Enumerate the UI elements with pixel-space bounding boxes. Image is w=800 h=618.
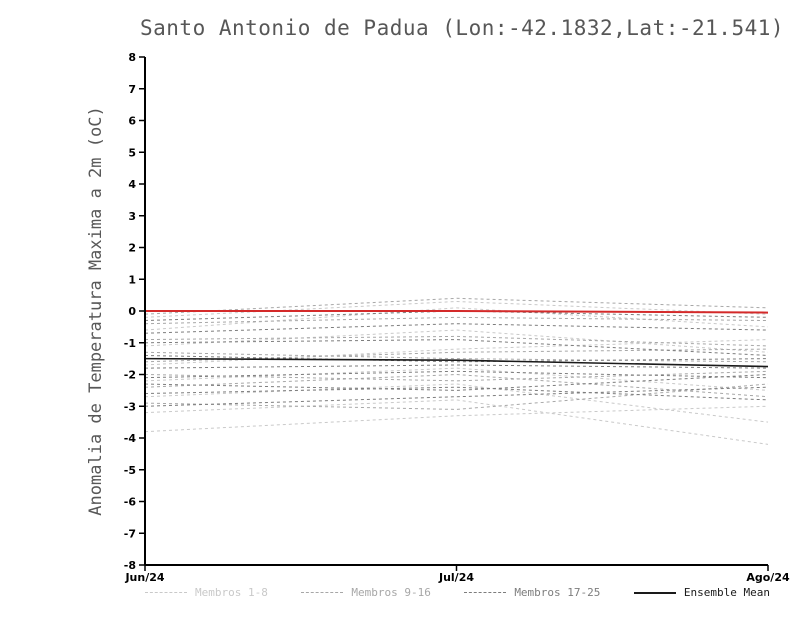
- y-tick-label: 7: [128, 83, 136, 96]
- y-tick-label: 0: [128, 305, 136, 318]
- legend-label: Membros 1-8: [195, 586, 268, 599]
- legend-item-ensemble-mean: Ensemble Mean: [633, 586, 770, 599]
- dashed-line-swatch: [464, 592, 507, 593]
- y-tick-label: -6: [124, 496, 137, 509]
- series-line-reference_zero_line: [145, 310, 769, 314]
- y-tick-label: -3: [124, 400, 136, 413]
- y-tick-label: 8: [128, 51, 136, 64]
- legend-label: Ensemble Mean: [683, 586, 770, 599]
- series-line-m8: [144, 405, 769, 433]
- y-tick-label: 1: [128, 273, 136, 286]
- series-line-m7: [144, 399, 769, 445]
- dashed-line-swatch: [145, 592, 187, 593]
- x-tick-label: Jun/24: [124, 571, 164, 584]
- series-line-m17: [144, 310, 769, 322]
- series-line-m12: [144, 351, 769, 363]
- series-line-m2: [144, 307, 769, 331]
- legend-item-membros-17-25: Membros 17-25: [464, 586, 600, 599]
- series-line-m25: [144, 386, 769, 407]
- series-line-m18: [144, 323, 769, 334]
- y-tick-label: -1: [124, 337, 136, 350]
- legend-label: Membros 17-25: [514, 586, 601, 599]
- y-tick-label: -8: [124, 559, 136, 572]
- y-tick-label: -7: [124, 527, 136, 540]
- series-line-m23: [144, 374, 769, 391]
- series-line-m9: [144, 297, 769, 315]
- legend-label: Membros 9-16: [351, 586, 431, 599]
- legend-item-membros-1-8: Membros 1-8: [145, 586, 268, 599]
- y-tick-label: -5: [124, 464, 136, 477]
- series-line-m6: [144, 383, 769, 423]
- y-tick-label: 2: [128, 242, 136, 255]
- legend-item-membros-9-16: Membros 9-16: [301, 586, 431, 599]
- legend: Membros 1-8 Membros 9-16 Membros 17-25 E…: [145, 586, 770, 599]
- series-line-m1: [144, 300, 769, 318]
- y-tick-label: 5: [128, 146, 136, 159]
- series-line-m3: [144, 329, 769, 353]
- chart-title: Santo Antonio de Padua (Lon:-42.1832,Lat…: [140, 16, 785, 40]
- series-line-m11: [144, 335, 769, 347]
- series-line-m16: [144, 383, 769, 410]
- series-line-m21: [144, 364, 769, 369]
- series-line-m24: [144, 386, 769, 401]
- series-line-m19: [144, 339, 769, 356]
- x-tick-label: Ago/24: [746, 571, 790, 584]
- series-line-m14: [144, 370, 769, 382]
- y-tick-label: -2: [124, 369, 136, 382]
- series-line-m10: [144, 316, 769, 325]
- series-line-m20: [144, 354, 769, 363]
- x-tick-label: Jul/24: [438, 571, 474, 584]
- series-line-m22: [144, 370, 769, 379]
- y-tick-label: 6: [128, 115, 136, 128]
- y-tick-label: -4: [124, 432, 137, 445]
- solid-line-swatch: [633, 591, 676, 594]
- dashed-line-swatch: [301, 592, 344, 593]
- y-tick-label: 3: [128, 210, 136, 223]
- series-line-m15: [144, 373, 769, 398]
- series-line-ensemble_mean: [144, 357, 769, 368]
- y-tick-label: 4: [128, 178, 136, 191]
